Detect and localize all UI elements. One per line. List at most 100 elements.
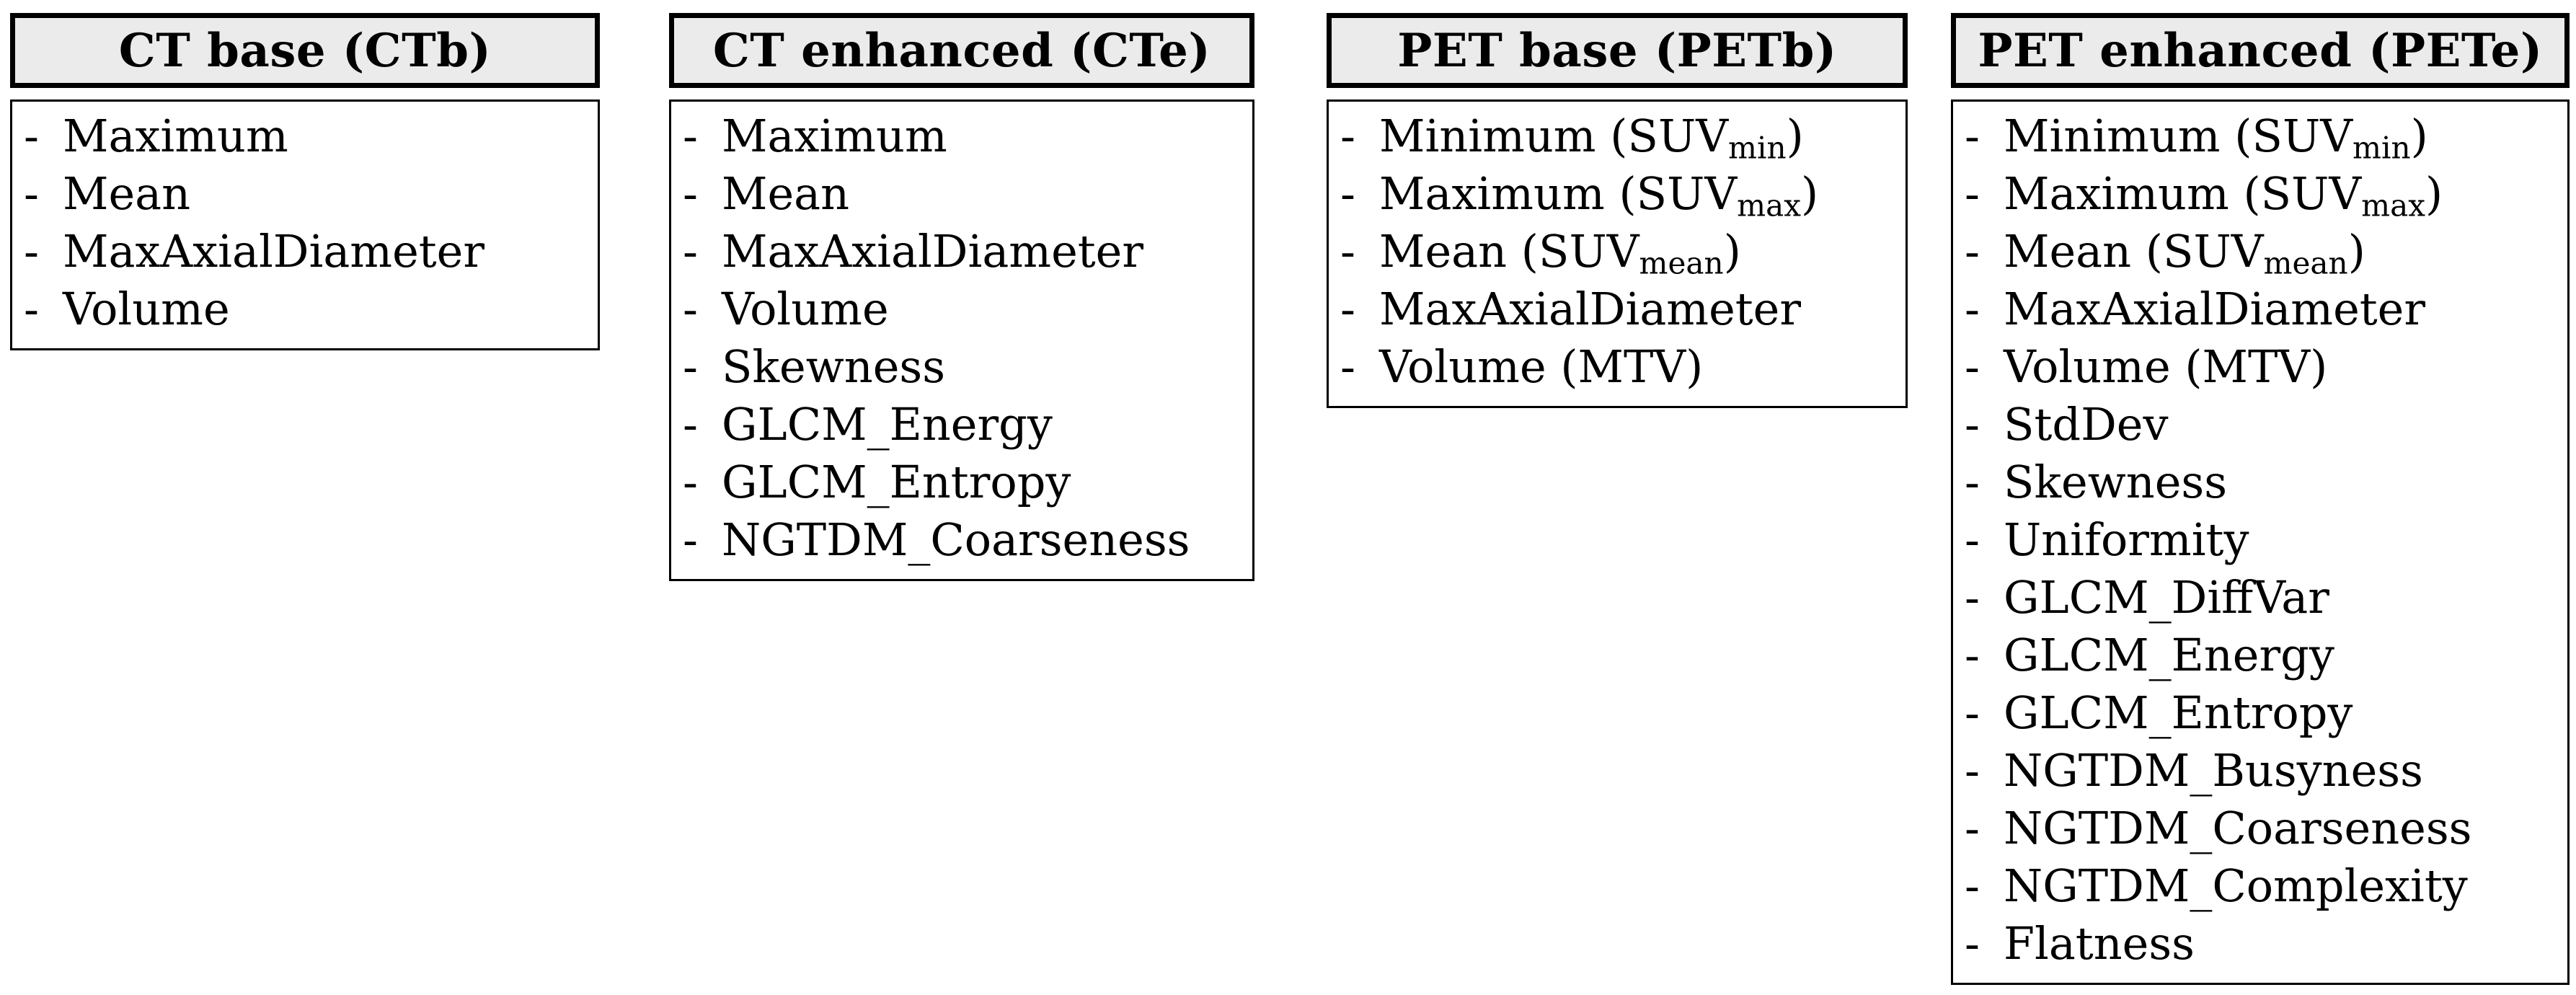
item-bullet: - bbox=[24, 225, 39, 278]
panel-ct-base: CT base (CTb) - Maximum - Mean - MaxAxialDiam… bbox=[10, 13, 600, 350]
feature-item: - Mean (SUVmean) bbox=[1340, 223, 1895, 280]
item-bullet: - bbox=[1965, 398, 1980, 451]
feature-item-label: Minimum (SUVmin) bbox=[1379, 110, 1804, 166]
feature-item-label: Uniformity bbox=[2004, 513, 2249, 566]
item-bullet: - bbox=[683, 340, 698, 393]
feature-item: - Maximum (SUVmax) bbox=[1965, 165, 2557, 223]
feature-item: - Minimum (SUVmin) bbox=[1340, 107, 1895, 165]
feature-item: - GLCM_DiffVar bbox=[1965, 569, 2557, 627]
feature-item: - Volume (MTV) bbox=[1340, 338, 1895, 396]
panel-title: CT base (CTb) bbox=[118, 23, 492, 78]
feature-item: - NGTDM_Busyness bbox=[1965, 742, 2557, 800]
feature-item: - GLCM_Entropy bbox=[683, 454, 1242, 511]
item-bullet: - bbox=[683, 225, 698, 278]
item-bullet: - bbox=[683, 167, 698, 220]
panel-ct-enhanced-header: CT enhanced (CTe) bbox=[669, 13, 1254, 88]
feature-item: - Skewness bbox=[1965, 454, 2557, 511]
feature-item: - Uniformity bbox=[1965, 511, 2557, 569]
panel-pet-enhanced-list: - Minimum (SUVmin) - Maximum (SUVmax) - Mean … bbox=[1951, 100, 2570, 985]
item-bullet: - bbox=[1965, 340, 1980, 393]
panel-ct-base-list: - Maximum - Mean - MaxAxialDiameter - Volume bbox=[10, 100, 600, 350]
panel-title: PET enhanced (PETe) bbox=[1978, 23, 2543, 78]
feature-item: - Flatness bbox=[1965, 915, 2557, 973]
feature-item-label: GLCM_DiffVar bbox=[2004, 571, 2329, 624]
item-bullet: - bbox=[1340, 110, 1355, 162]
feature-item-label: Mean (SUVmean) bbox=[2004, 225, 2365, 281]
feature-item-label: Skewness bbox=[722, 340, 946, 393]
item-bullet: - bbox=[24, 283, 39, 335]
feature-item: - MaxAxialDiameter bbox=[1965, 280, 2557, 338]
feature-item: - Maximum (SUVmax) bbox=[1340, 165, 1895, 223]
feature-item-label: Mean bbox=[63, 167, 191, 220]
item-bullet: - bbox=[1965, 225, 1980, 278]
feature-item-label: NGTDM_Coarseness bbox=[2004, 802, 2472, 854]
panel-pet-enhanced-header: PET enhanced (PETe) bbox=[1951, 13, 2570, 88]
feature-item-label: Mean bbox=[722, 167, 850, 220]
feature-item-label: Flatness bbox=[2004, 917, 2195, 970]
panel-pet-base: PET base (PETb) - Minimum (SUVmin) - Maximu… bbox=[1327, 13, 1908, 408]
feature-item: - NGTDM_Coarseness bbox=[683, 511, 1242, 569]
feature-item-label: Maximum (SUVmax) bbox=[1379, 167, 1819, 224]
feature-item: - Volume (MTV) bbox=[1965, 338, 2557, 396]
feature-item-label: GLCM_Entropy bbox=[722, 456, 1071, 508]
feature-item: - MaxAxialDiameter bbox=[683, 223, 1242, 280]
item-bullet: - bbox=[683, 398, 698, 451]
panel-pet-base-list: - Minimum (SUVmin) - Maximum (SUVmax) - Mean … bbox=[1327, 100, 1908, 408]
feature-item: - MaxAxialDiameter bbox=[1340, 280, 1895, 338]
item-bullet: - bbox=[1965, 744, 1980, 797]
item-bullet: - bbox=[683, 283, 698, 335]
panel-ct-base-header: CT base (CTb) bbox=[10, 13, 600, 88]
item-bullet: - bbox=[683, 456, 698, 508]
feature-item-label: GLCM_Entropy bbox=[2004, 686, 2353, 739]
item-bullet: - bbox=[1340, 283, 1355, 335]
feature-item-label: Maximum bbox=[63, 110, 288, 162]
panel-pet-enhanced: PET enhanced (PETe) - Minimum (SUVmin) - Ma… bbox=[1951, 13, 2570, 985]
item-bullet: - bbox=[24, 110, 39, 162]
item-bullet: - bbox=[1965, 456, 1980, 508]
feature-item-label: StdDev bbox=[2004, 398, 2169, 451]
panel-ct-enhanced-list: - Maximum - Mean - MaxAxialDiameter - Volume - Sk… bbox=[669, 100, 1254, 581]
item-bullet: - bbox=[1965, 513, 1980, 566]
item-bullet: - bbox=[1965, 917, 1980, 970]
item-bullet: - bbox=[24, 167, 39, 220]
feature-item-label: MaxAxialDiameter bbox=[63, 225, 485, 278]
feature-item-label: NGTDM_Complexity bbox=[2004, 859, 2468, 912]
feature-item-label: Volume bbox=[63, 283, 230, 335]
feature-item-label: MaxAxialDiameter bbox=[1379, 283, 1802, 335]
item-bullet: - bbox=[1965, 283, 1980, 335]
item-bullet: - bbox=[1340, 340, 1355, 393]
feature-item: - Minimum (SUVmin) bbox=[1965, 107, 2557, 165]
feature-item-label: Volume (MTV) bbox=[1379, 340, 1704, 393]
item-bullet: - bbox=[1965, 802, 1980, 854]
item-bullet: - bbox=[683, 110, 698, 162]
feature-item: - Maximum bbox=[24, 107, 588, 165]
panel-title: PET base (PETb) bbox=[1397, 23, 1837, 78]
item-bullet: - bbox=[1965, 110, 1980, 162]
feature-item-label: GLCM_Energy bbox=[722, 398, 1053, 451]
feature-item: - Volume bbox=[683, 280, 1242, 338]
feature-item-label: Minimum (SUVmin) bbox=[2004, 110, 2428, 166]
feature-item: - Maximum bbox=[683, 107, 1242, 165]
feature-item: - GLCM_Energy bbox=[683, 396, 1242, 454]
feature-item: - Mean bbox=[683, 165, 1242, 223]
item-bullet: - bbox=[1965, 686, 1980, 739]
feature-item: - GLCM_Entropy bbox=[1965, 684, 2557, 742]
feature-item-label: NGTDM_Busyness bbox=[2004, 744, 2423, 797]
feature-item-label: NGTDM_Coarseness bbox=[722, 513, 1190, 566]
feature-item-label: MaxAxialDiameter bbox=[2004, 283, 2426, 335]
feature-item: - Skewness bbox=[683, 338, 1242, 396]
item-bullet: - bbox=[1965, 167, 1980, 220]
feature-item-label: Volume (MTV) bbox=[2004, 340, 2328, 393]
feature-item-label: Mean (SUVmean) bbox=[1379, 225, 1741, 281]
feature-item: - NGTDM_Coarseness bbox=[1965, 800, 2557, 857]
item-bullet: - bbox=[1340, 225, 1355, 278]
feature-item-label: Skewness bbox=[2004, 456, 2228, 508]
feature-item: - Mean bbox=[24, 165, 588, 223]
feature-item-label: MaxAxialDiameter bbox=[722, 225, 1144, 278]
item-bullet: - bbox=[683, 513, 698, 566]
item-bullet: - bbox=[1965, 859, 1980, 912]
feature-item-label: GLCM_Energy bbox=[2004, 629, 2334, 681]
feature-item: - Volume bbox=[24, 280, 588, 338]
feature-item: - GLCM_Energy bbox=[1965, 627, 2557, 684]
